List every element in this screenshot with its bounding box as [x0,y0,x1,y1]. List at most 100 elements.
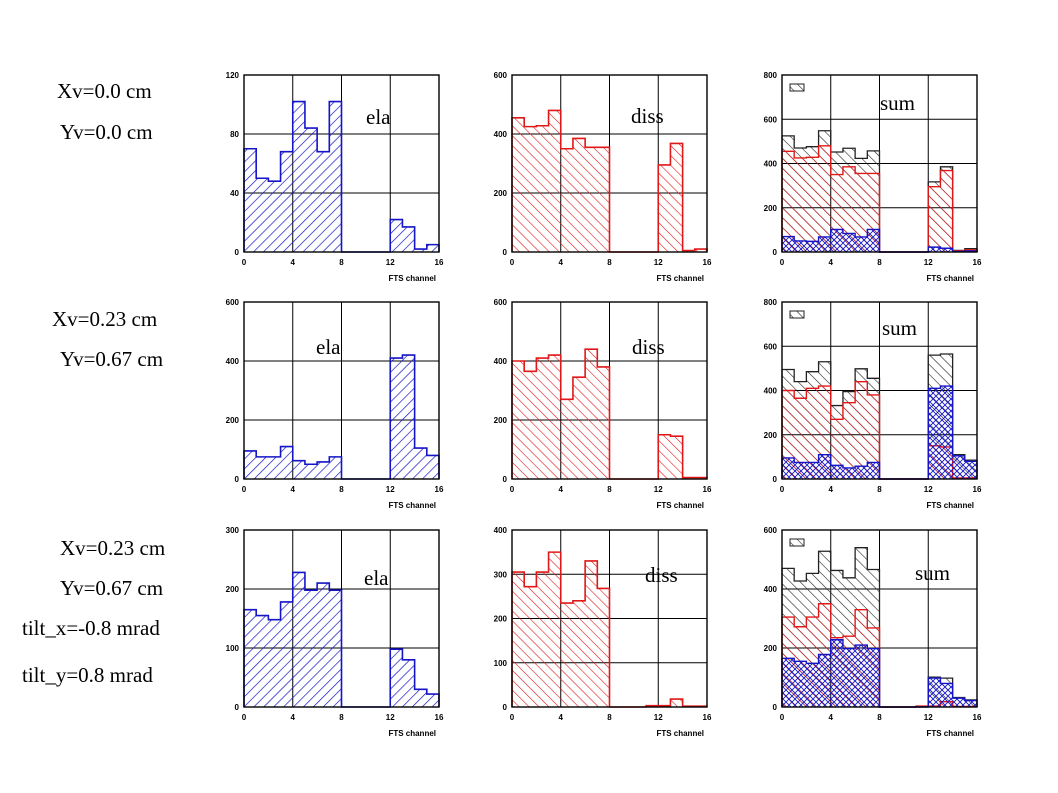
y-tick-label: 100 [494,659,508,668]
y-tick-label: 600 [764,526,778,535]
y-tick-label: 400 [226,357,240,366]
y-tick-label: 80 [230,130,239,139]
legend-swatch [789,310,805,319]
y-tick-label: 200 [226,416,240,425]
x-tick-label: 12 [924,258,933,267]
ela-annotation: ela [316,335,341,359]
y-tick-label: 300 [494,570,508,579]
y-tick-label: 0 [773,475,778,484]
x-tick-label: 0 [780,713,785,722]
histogram-diss-row2: 0 200 400 600 0 4 8 12 16 FTS channel diss [494,298,712,510]
diss-histogram [511,551,708,708]
y-tick-label: 0 [503,475,508,484]
y-tick-label: 800 [764,298,778,307]
legend-swatch [789,83,805,92]
x-tick-label: 16 [435,258,444,267]
histogram-ela-row1: 0 40 80 120 0 4 8 12 16 FTS channel ela [226,71,444,283]
x-tick-label: 4 [291,258,296,267]
x-tick-label: 4 [829,258,834,267]
row3-yv-label: Yv=0.67 cm [60,576,164,600]
y-tick-label: 200 [764,431,778,440]
x-tick-label: 0 [242,713,247,722]
y-tick-label: 0 [235,475,240,484]
x-axis-label: FTS channel [656,274,704,283]
y-tick-label: 400 [764,387,778,396]
y-tick-label: 0 [503,248,508,257]
y-tick-label: 300 [226,526,240,535]
x-tick-label: 12 [386,713,395,722]
x-tick-label: 4 [559,485,564,494]
x-tick-label: 12 [654,485,663,494]
x-tick-label: 0 [242,485,247,494]
y-tick-label: 0 [235,703,240,712]
sum-ela-histogram [781,228,978,253]
x-tick-label: 16 [435,485,444,494]
x-tick-label: 12 [924,485,933,494]
x-tick-label: 8 [607,258,612,267]
x-tick-label: 0 [510,713,515,722]
diss-annotation: diss [632,335,665,359]
histogram-sum-row1: 0 200 400 600 800 0 4 8 12 16 FTS channel sum [764,71,982,283]
y-tick-label: 100 [226,644,240,653]
ela-annotation: ela [366,105,391,129]
y-tick-label: 40 [230,189,239,198]
x-tick-label: 0 [242,258,247,267]
row2-xv-label: Xv=0.23 cm [52,307,158,331]
plot-frame [243,301,440,480]
x-tick-label: 4 [559,258,564,267]
sum-annotation: sum [880,91,915,115]
x-tick-label: 16 [703,485,712,494]
y-tick-label: 0 [773,248,778,257]
y-tick-label: 400 [494,357,508,366]
x-tick-label: 4 [559,713,564,722]
x-tick-label: 4 [291,485,296,494]
y-tick-label: 200 [764,204,778,213]
x-tick-label: 16 [703,713,712,722]
y-tick-label: 600 [764,342,778,351]
sum-diss-histogram [781,145,978,253]
x-axis-label: FTS channel [388,274,436,283]
x-tick-label: 8 [339,713,344,722]
x-tick-label: 16 [435,713,444,722]
y-tick-label: 0 [503,703,508,712]
y-tick-label: 600 [764,115,778,124]
sum-annotation: sum [882,316,917,340]
x-tick-label: 8 [877,713,882,722]
x-tick-label: 12 [924,713,933,722]
diss-histogram [511,109,708,253]
plot-frame [511,529,708,708]
sum-annotation: sum [915,561,950,585]
x-axis-label: FTS channel [656,501,704,510]
x-tick-label: 0 [510,485,515,494]
x-axis-label: FTS channel [388,729,436,738]
row1-xv-label: Xv=0.0 cm [57,79,152,103]
x-tick-label: 4 [829,485,834,494]
y-tick-label: 400 [494,130,508,139]
ela-histogram [243,100,440,253]
x-tick-label: 12 [654,713,663,722]
row3-tilt-y-label: tilt_y=0.8 mrad [22,663,153,687]
y-tick-label: 0 [235,248,240,257]
y-tick-label: 400 [764,160,778,169]
y-tick-label: 120 [226,71,240,80]
x-tick-label: 8 [607,485,612,494]
x-tick-label: 4 [291,713,296,722]
y-tick-label: 200 [494,189,508,198]
row1-yv-label: Yv=0.0 cm [60,120,153,144]
y-tick-label: 200 [764,644,778,653]
sum-ela-histogram [781,639,978,708]
y-tick-label: 600 [494,298,508,307]
row3-xv-label: Xv=0.23 cm [60,536,166,560]
ela-annotation: ela [364,566,389,590]
diss-annotation: diss [645,563,678,587]
ela-histogram [243,571,440,708]
y-tick-label: 400 [494,526,508,535]
y-tick-label: 600 [494,71,508,80]
row2-yv-label: Yv=0.67 cm [60,347,164,371]
y-tick-label: 200 [226,585,240,594]
plot-frame [243,74,440,253]
histogram-sum-row3: 0 200 400 600 0 4 8 12 16 FTS channel sum [764,526,982,738]
x-axis-label: FTS channel [926,274,974,283]
x-tick-label: 0 [780,258,785,267]
